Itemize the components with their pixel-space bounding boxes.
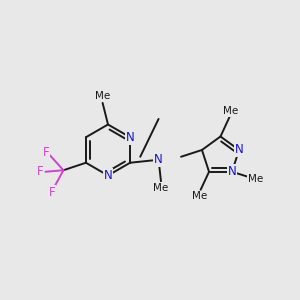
Text: Me: Me <box>95 91 110 101</box>
Text: F: F <box>49 186 55 199</box>
Text: Me: Me <box>192 191 207 201</box>
Text: N: N <box>228 165 236 178</box>
Text: Me: Me <box>248 174 263 184</box>
Text: N: N <box>154 153 163 166</box>
Text: N: N <box>126 131 134 144</box>
Text: F: F <box>37 165 43 178</box>
Text: F: F <box>42 146 49 159</box>
Text: N: N <box>235 143 243 157</box>
Text: Me: Me <box>224 106 238 116</box>
Text: N: N <box>103 169 112 182</box>
Text: Me: Me <box>153 183 169 193</box>
